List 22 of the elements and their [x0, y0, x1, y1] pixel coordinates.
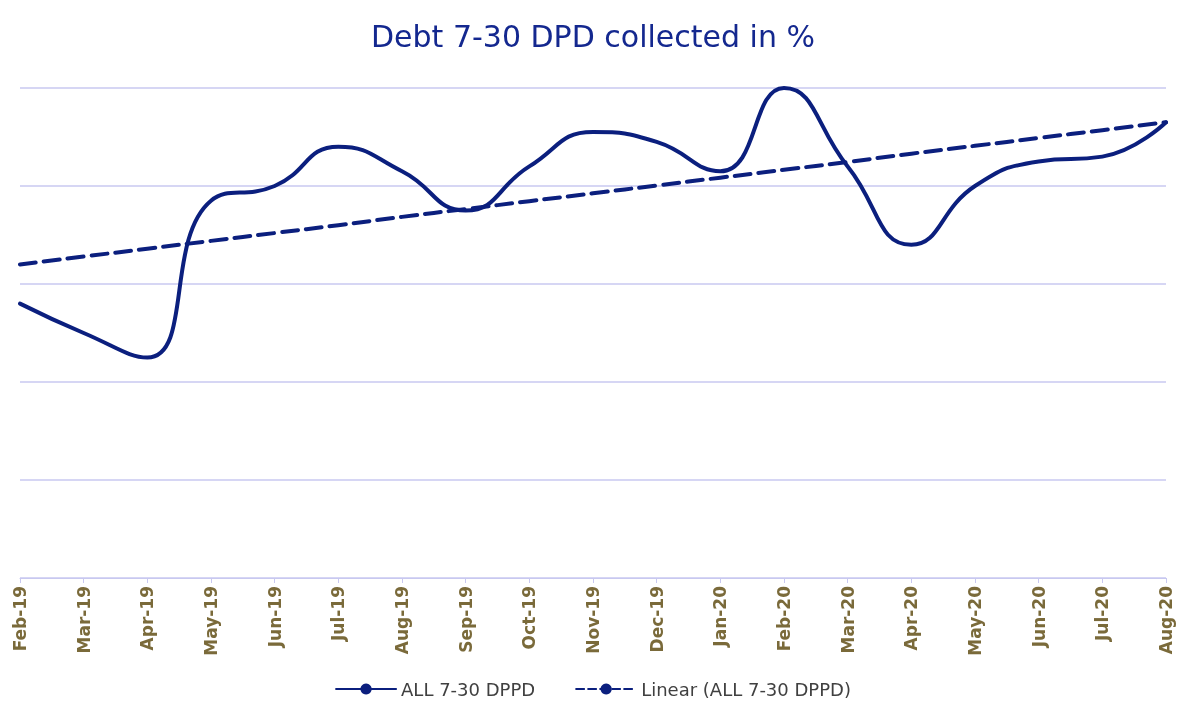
x-tick-label: Aug-19 — [392, 586, 412, 655]
x-tick-label: Aug-20 — [1156, 585, 1176, 655]
x-tick-label: Sep-19 — [455, 586, 476, 653]
x-tick-label: Apr-19 — [137, 586, 158, 651]
legend-label: Linear (ALL 7-30 DPPD) — [641, 678, 851, 700]
x-tick-label: Feb-19 — [10, 586, 30, 652]
x-tick-label: Dec-19 — [646, 586, 667, 653]
x-tick-label: Apr-20 — [901, 585, 922, 651]
chart-title: Debt 7-30 DPD collected in % — [370, 18, 816, 54]
x-tick-label: Mar-19 — [73, 586, 94, 654]
x-tick-label: Jun-20 — [1028, 585, 1049, 649]
x-tick-label: May-20 — [965, 585, 985, 656]
x-tick-label: Oct-19 — [519, 586, 540, 650]
x-tick-label: Feb-20 — [774, 585, 794, 652]
x-tick-label: Jul-20 — [1092, 585, 1113, 642]
x-tick-label: Mar-20 — [837, 585, 858, 654]
x-tick-label: Nov-19 — [583, 586, 603, 654]
x-tick-label: Jun-19 — [264, 586, 285, 649]
x-tick-label: Jan-20 — [710, 585, 731, 648]
x-tick-label: Jul-19 — [328, 586, 349, 642]
legend-label: ALL 7-30 DPPD — [401, 678, 536, 700]
x-tick-label: May-19 — [201, 586, 221, 656]
